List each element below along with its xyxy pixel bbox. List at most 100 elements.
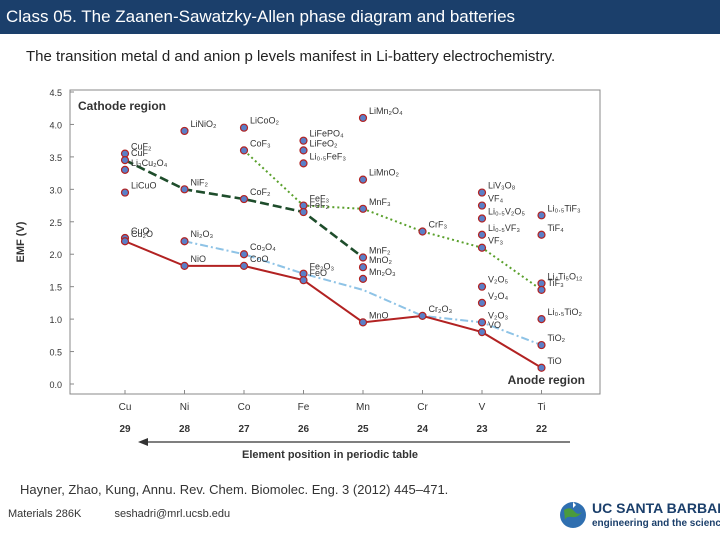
slide-subtitle: The transition metal d and anion p level… [26,48,556,65]
compound-marker [120,188,130,197]
compound-marker [180,126,189,136]
compound-marker [239,194,249,204]
compound-marker [239,250,249,259]
y-tick-label: 3.5 [49,153,62,163]
compound-label: Li₀.₅TiO₂ [548,307,583,317]
cathode-region-label: Cathode region [78,99,166,113]
compound-label: V₂O₄ [488,291,508,301]
compound-marker [120,156,130,165]
compound-marker [537,211,546,220]
x-tick-label: Ti [538,402,546,413]
anode-region-label: Anode region [508,373,585,387]
emf-chart: 4.5 4.0 3.5 3.0 2.5 2.0 1.5 1.0 0.5 0.0 EMF (V) Cu 2… [10,84,610,470]
compound-marker [299,207,308,217]
position-label: 22 [536,424,548,435]
position-label: 27 [238,424,250,435]
compound-marker [537,315,546,324]
compound-marker [180,261,189,271]
chart-svg: 4.5 4.0 3.5 3.0 2.5 2.0 1.5 1.0 0.5 0.0 EMF (V) Cu 2… [15,88,601,461]
compound-label: CuO [131,226,150,236]
compound-label: CuF [131,148,149,158]
position-label: 26 [298,424,310,435]
direction-arrow-head [138,438,148,446]
footer: Materials 286K seshadri@mrl.ucsb.edu [8,508,260,520]
compound-marker [299,159,308,168]
email-label: seshadri@mrl.ucsb.edu [114,508,231,520]
compound-label: LiV₃O₈ [488,181,516,191]
y-tick-label: 1.0 [49,315,62,325]
compound-marker [477,188,487,197]
y-axis-label: EMF (V) [15,221,27,262]
compound-label: CoF₂ [250,187,271,197]
x-axis-label: Element position in periodic table [242,449,418,461]
compound-label: Li₀.₅V₂O₅ [488,207,525,217]
compound-label: Mn₂O₃ [369,267,396,277]
y-tick-label: 2.5 [49,218,62,228]
compound-label: Li₃Cu₂O₄ [131,158,168,168]
compound-marker [120,237,130,246]
compound-marker [477,243,487,252]
course-label: Materials 286K [8,508,82,520]
compound-label: CoF₃ [250,138,271,148]
compound-marker [358,263,368,272]
position-label: 25 [357,424,369,435]
compound-label: MnO₂ [369,255,393,265]
logo-name: UC SANTA BARBARA [592,500,720,516]
compound-label: Cu₂O [131,229,153,239]
series-line-solid [124,240,543,369]
x-tick-label: Cu [119,402,132,413]
compound-marker [358,253,368,262]
position-label: 29 [119,424,131,435]
compound-label: VF₄ [488,194,504,204]
compound-marker [358,113,368,123]
compound-label: LiNiO₂ [191,119,218,129]
y-tick-label: 2.0 [49,250,62,260]
compound-marker [358,204,368,213]
compound-label: LiCuO [131,181,157,191]
compound-label: Li₄Ti₅O₁₂ [548,271,584,281]
compound-label: Co₃O₄ [250,242,276,252]
x-tick-label: Cr [417,402,428,413]
compound-label: FeF₂ [310,200,330,210]
x-tick-label: Mn [356,402,370,413]
compound-label: FeF₃ [310,194,330,204]
compound-label: Li₀.₅TiF₃ [548,203,582,213]
logo-subtitle: engineering and the sciences [592,518,720,529]
compound-marker [477,282,487,291]
x-tick-label: Ni [180,402,189,413]
compound-label: TiO₂ [548,333,566,343]
compound-label: CuF₂ [131,142,152,152]
position-label: 28 [179,424,191,435]
compound-label: V₂O₅ [488,275,508,285]
compound-label: V₂O₃ [488,310,508,320]
title-bar: Class 05. The Zaanen-Sawatzky-Allen phas… [0,0,720,34]
position-label: 24 [417,424,429,435]
compound-label: CrF₃ [429,220,448,230]
compound-marker [358,274,368,283]
y-tick-label: 0.0 [49,380,62,390]
compound-label: FeO [310,268,328,278]
globe-icon [560,502,586,528]
compound-marker [120,165,130,174]
compound-marker [477,214,487,223]
y-tick-label: 3.0 [49,185,62,195]
compound-marker [299,276,308,285]
compound-label: LiCoO₂ [250,116,280,126]
compound-marker [180,237,189,246]
compound-label: LiMnO₂ [369,168,400,178]
compound-marker [477,298,487,307]
compound-label: Cr₂O₃ [429,304,453,314]
compound-label: Li₀.₅FeF₃ [310,151,347,161]
compound-label: MnF₂ [369,245,391,255]
compound-marker [358,175,368,184]
citation: Hayner, Zhao, Kung, Annu. Rev. Chem. Bio… [20,482,449,497]
x-tick-label: Co [238,402,251,413]
compound-label: NiO [191,254,207,264]
compound-marker [537,230,546,239]
compound-label: CoO [250,254,269,264]
series-line-dashed [124,158,364,259]
compound-marker [477,327,487,337]
compound-label: Ni₂O₃ [191,229,214,239]
compound-label: LiFePO₄ [310,129,345,139]
compound-marker [537,363,546,372]
